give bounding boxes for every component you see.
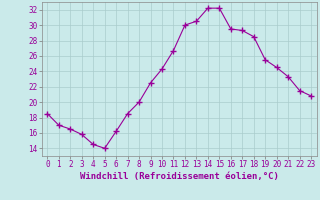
X-axis label: Windchill (Refroidissement éolien,°C): Windchill (Refroidissement éolien,°C) [80,172,279,181]
